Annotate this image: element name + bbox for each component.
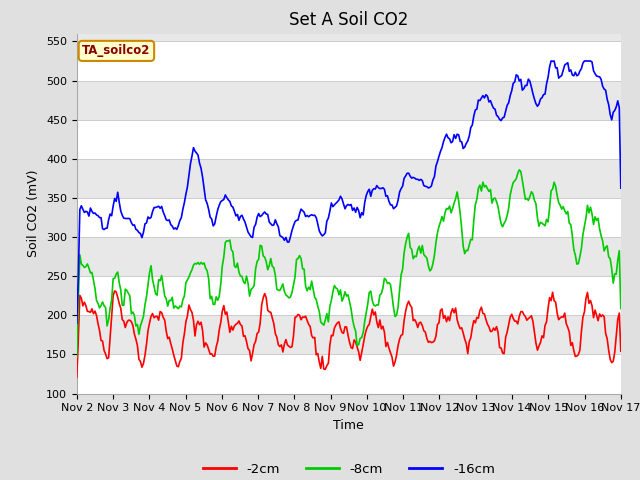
Bar [77,276,621,315]
X-axis label: Time: Time [333,419,364,432]
Y-axis label: Soil CO2 (mV): Soil CO2 (mV) [28,170,40,257]
Bar [77,120,621,159]
Text: TA_soilco2: TA_soilco2 [82,44,150,58]
Bar [77,354,621,394]
Bar [77,41,621,81]
Bar [77,159,621,198]
Bar [77,81,621,120]
Bar [77,237,621,276]
Bar [77,315,621,354]
Title: Set A Soil CO2: Set A Soil CO2 [289,11,408,29]
Legend: -2cm, -8cm, -16cm: -2cm, -8cm, -16cm [198,458,500,480]
Bar [77,198,621,237]
